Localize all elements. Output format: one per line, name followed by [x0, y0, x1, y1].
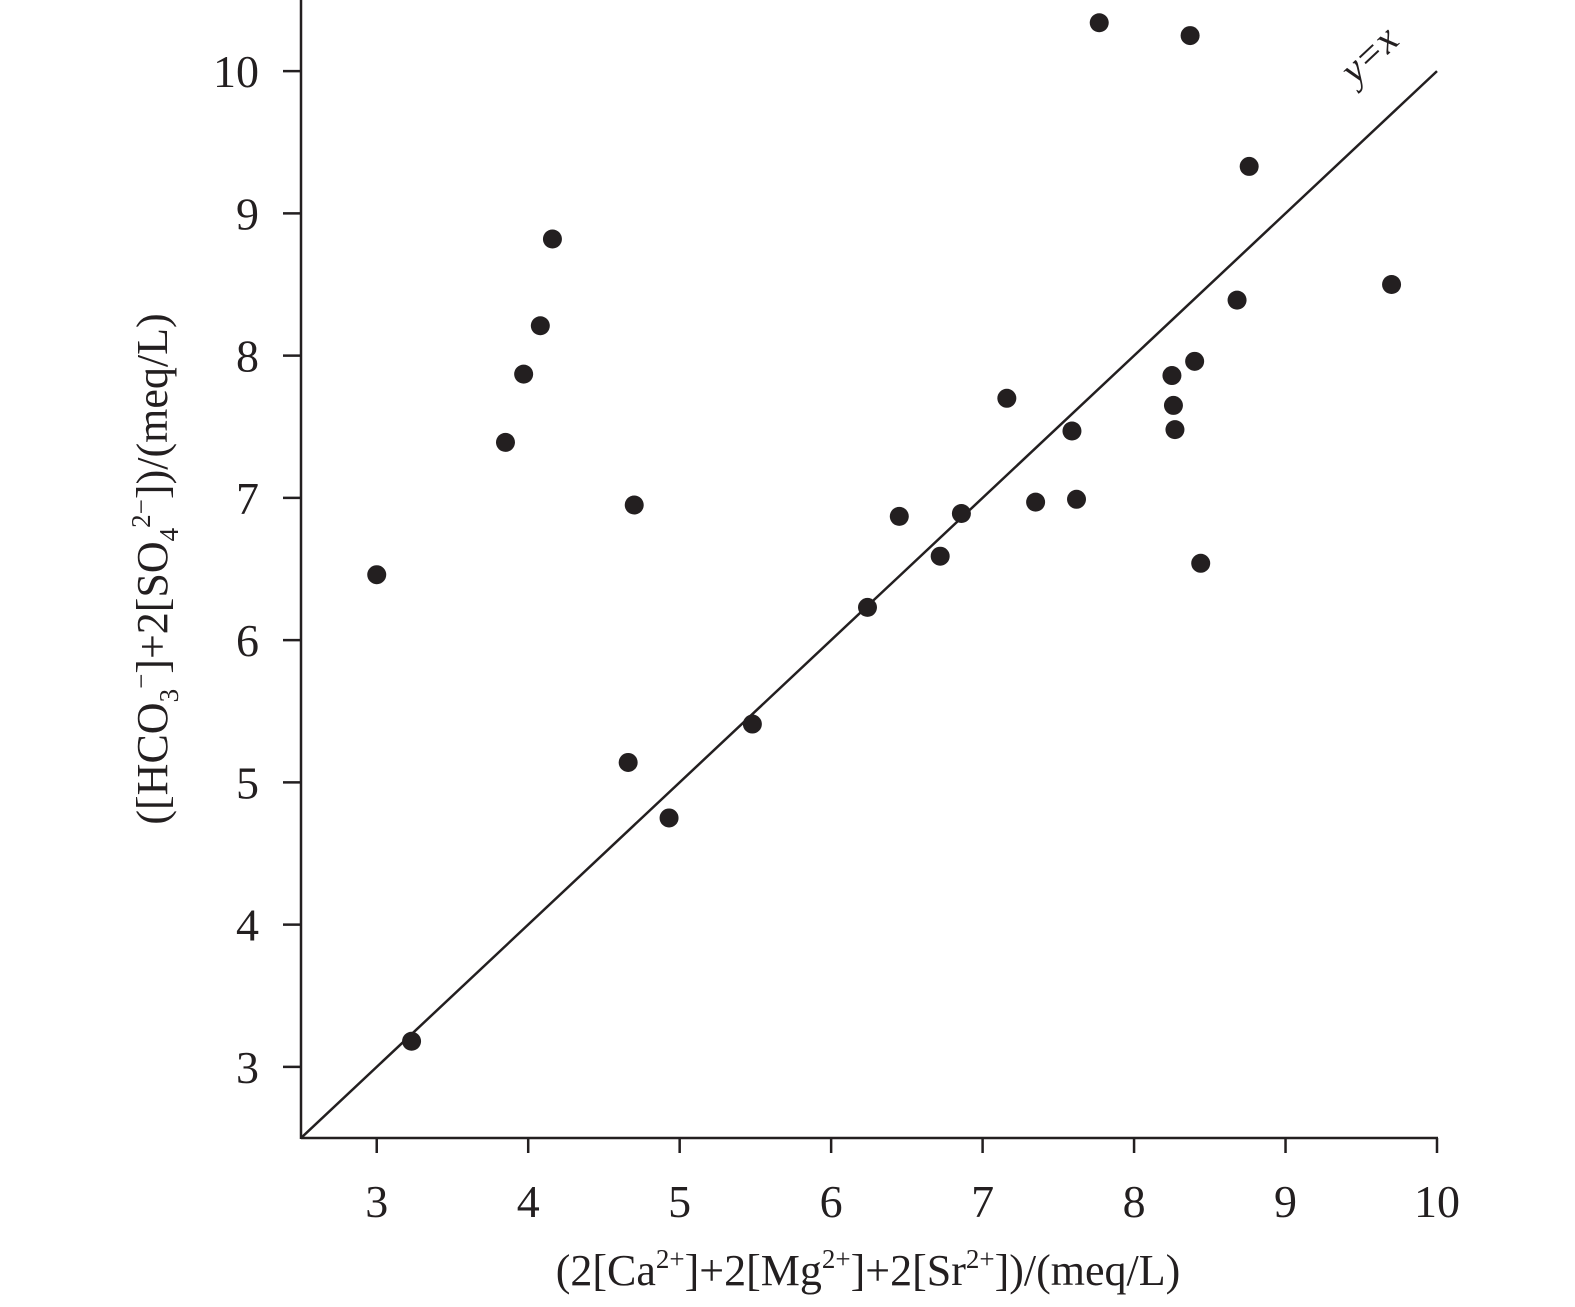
- data-point: [1191, 553, 1211, 573]
- y-tick-label: 10: [213, 46, 259, 97]
- data-point: [659, 808, 679, 828]
- data-point: [1382, 275, 1402, 294]
- data-point: [542, 229, 562, 249]
- y-tick-label: 8: [236, 331, 259, 382]
- x-tick-label: 3: [365, 1176, 388, 1227]
- data-point: [1163, 395, 1183, 415]
- y-axis-ticks: 3 4 5 6 7 8 9 10: [213, 46, 301, 1093]
- data-point: [997, 388, 1017, 408]
- data-point: [742, 714, 762, 734]
- data-point: [951, 504, 971, 524]
- data-point: [1026, 492, 1046, 512]
- data-point: [514, 364, 534, 384]
- reference-line-label: y=x: [1328, 16, 1407, 94]
- data-point: [618, 752, 638, 772]
- data-point: [495, 432, 515, 452]
- y-tick-label: 9: [236, 188, 259, 239]
- y-tick-label: 7: [236, 473, 259, 524]
- data-point: [1227, 290, 1247, 310]
- x-tick-label: 7: [971, 1176, 994, 1227]
- data-point: [1089, 13, 1109, 33]
- x-tick-label: 6: [820, 1176, 843, 1227]
- data-points: [367, 13, 1402, 1051]
- x-tick-label: 9: [1274, 1176, 1297, 1227]
- data-point: [1180, 26, 1200, 46]
- data-point: [1067, 489, 1087, 509]
- data-point: [367, 565, 387, 585]
- x-axis-title: (2[Ca2+]+2[Mg2+]+2[Sr2+])/(meq/L): [556, 1244, 1181, 1295]
- x-axis-ticks: 3 4 5 6 7 8 9 10: [365, 1138, 1460, 1227]
- data-point: [889, 506, 909, 526]
- y-tick-label: 6: [236, 615, 259, 666]
- x-tick-label: 5: [668, 1176, 691, 1227]
- data-point: [1239, 156, 1259, 176]
- x-tick-label: 8: [1123, 1176, 1146, 1227]
- data-point: [1162, 366, 1182, 386]
- y-tick-label: 5: [236, 757, 259, 808]
- data-point: [1062, 421, 1082, 441]
- data-point: [930, 546, 950, 566]
- data-point: [1185, 351, 1205, 371]
- x-tick-label: 4: [517, 1176, 540, 1227]
- y-tick-label: 3: [236, 1042, 259, 1093]
- y-axis-title: ([HCO3−]+2[SO42−])/(meq/L): [126, 313, 184, 824]
- data-point: [624, 495, 644, 515]
- data-point: [530, 316, 550, 336]
- x-tick-label: 10: [1414, 1176, 1460, 1227]
- data-point: [1165, 420, 1185, 440]
- y-tick-label: 4: [236, 900, 259, 951]
- data-point: [402, 1031, 422, 1051]
- data-point: [857, 597, 877, 617]
